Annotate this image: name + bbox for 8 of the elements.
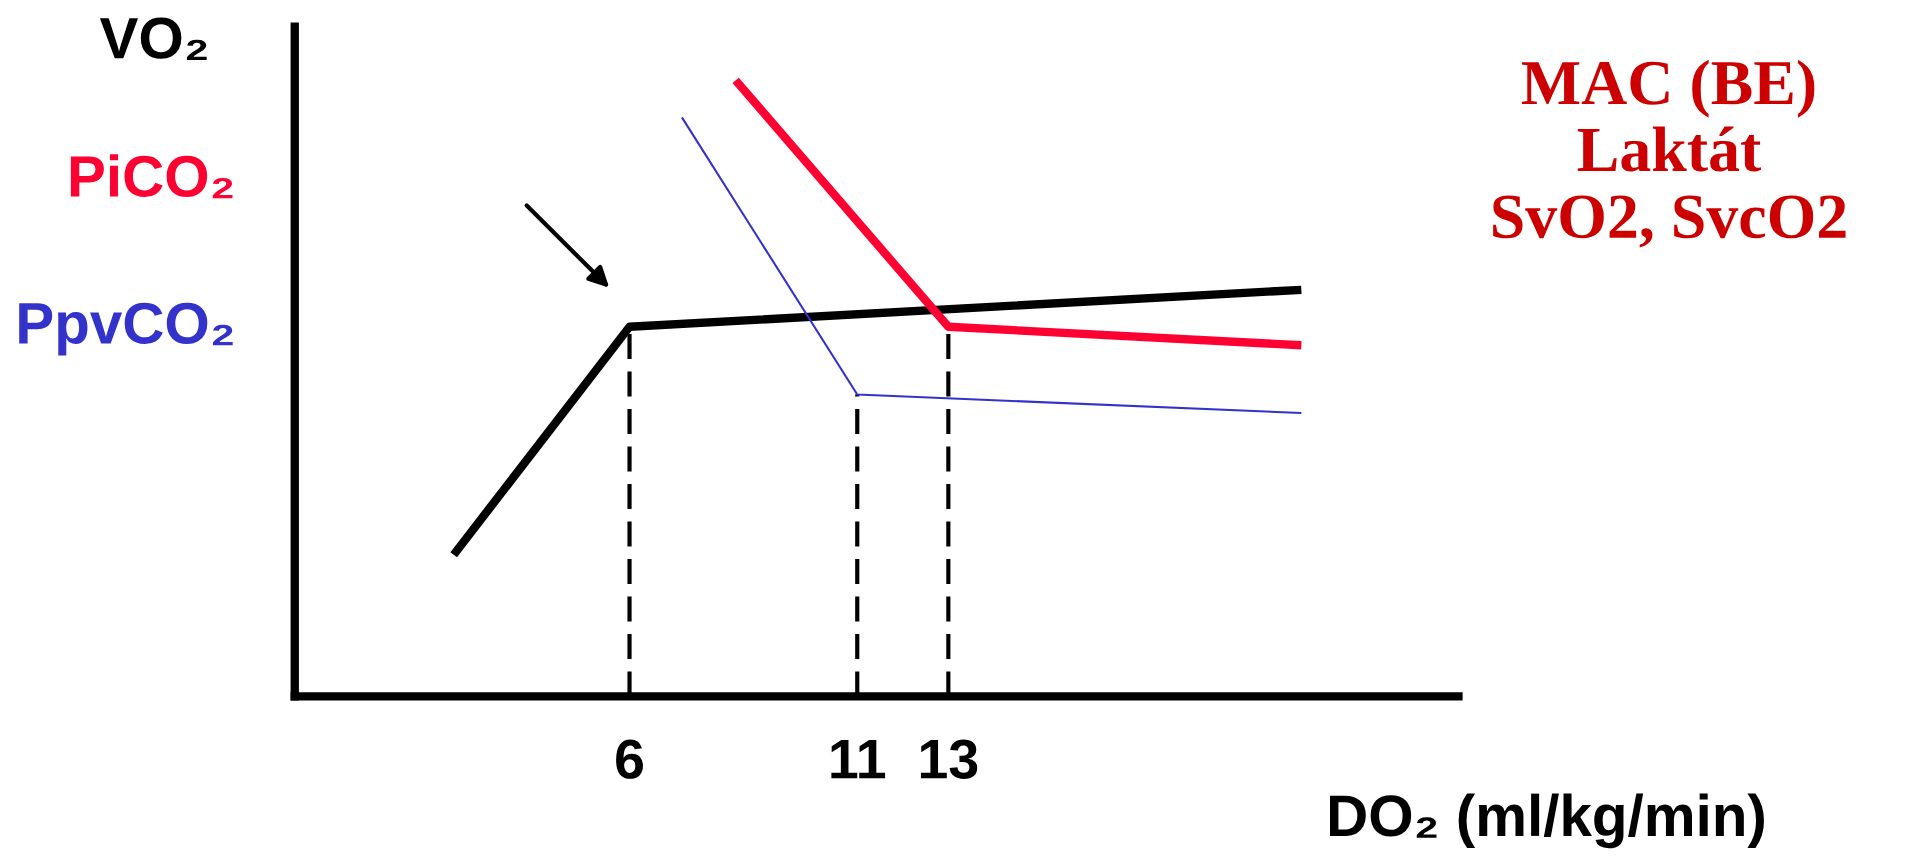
text: PiCO₂ — [70, 154, 233, 199]
text: VO₂ — [99, 17, 207, 61]
text: MAC (BE) Laktát SvO2, SvcO2 — [1493, 59, 1846, 248]
x-tick-label: 6 — [616, 739, 643, 779]
text: PpvCO₂ — [19, 302, 233, 356]
x-tick-label: 13 — [920, 739, 978, 779]
x-axis-title: DO₂ (ml/kg/min) — [1330, 793, 1764, 849]
x-tick-label: 11 — [831, 740, 886, 779]
